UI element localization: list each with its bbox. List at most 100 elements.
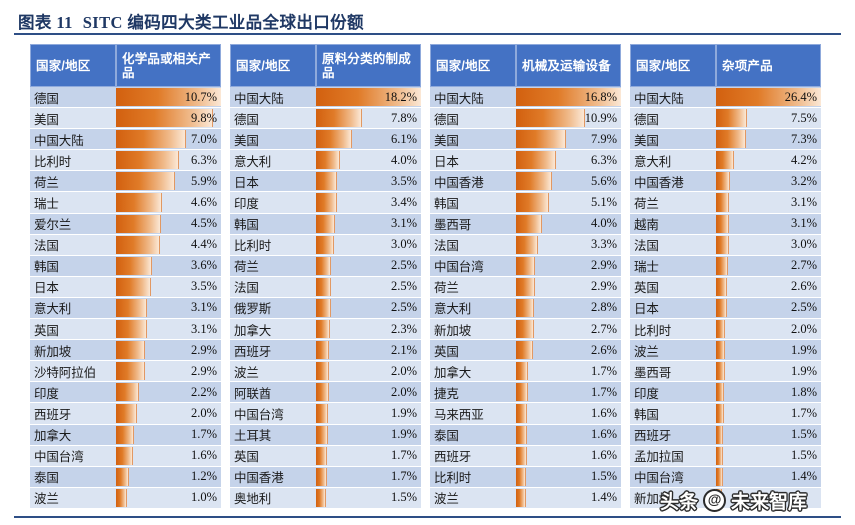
cell-share-value: 1.4% (590, 490, 617, 505)
table-row: 意大利 4.2% (630, 150, 821, 172)
cell-country-name: 奥地利 (230, 487, 316, 509)
cell-country-name: 比利时 (630, 319, 716, 341)
cell-share-value: 1.5% (390, 490, 417, 505)
data-bar (516, 235, 538, 254)
data-bar (516, 467, 527, 486)
table-header-row: 国家/地区 机械及运输设备 (430, 44, 621, 87)
cell-share-bar: 1.4% (716, 466, 821, 488)
cell-country-name: 马来西亚 (430, 403, 516, 425)
table-row: 意大利 4.0% (230, 150, 421, 172)
data-bar (316, 172, 338, 191)
data-bar (316, 298, 332, 318)
cell-share-value: 1.7% (590, 384, 617, 399)
cell-share-bar: 1.6% (116, 445, 221, 467)
cell-share-value: 6.3% (590, 152, 617, 167)
data-bar (316, 425, 328, 444)
cell-country-name: 日本 (230, 171, 316, 193)
data-bar (116, 277, 152, 296)
table-row: 西班牙 2.1% (230, 340, 421, 362)
table-row: 德国 10.9% (430, 108, 621, 130)
table-row: 日本 2.5% (630, 297, 821, 320)
table-block-2: 国家/地区 原料分类的制成品 中国大陆 18.2% 德国 7.8% 美国 6.1% 意大利 4.0… (230, 44, 421, 509)
cell-share-value: 6.1% (390, 131, 417, 146)
data-bar (716, 193, 730, 212)
table-row: 美国 7.3% (630, 129, 821, 151)
data-bar (116, 109, 214, 128)
cell-share-value: 2.9% (190, 342, 217, 357)
table-row: 新加坡 2.7% (430, 319, 621, 341)
data-bar (316, 467, 327, 486)
cell-country-name: 法国 (30, 234, 116, 256)
cell-share-bar: 2.0% (316, 361, 421, 383)
cell-share-bar: 3.3% (516, 234, 621, 256)
data-bar (116, 172, 175, 191)
cell-share-bar: 1.7% (516, 361, 621, 383)
cell-country-name: 日本 (630, 297, 716, 320)
data-bar (116, 320, 148, 339)
cell-share-bar: 1.7% (316, 445, 421, 467)
cell-share-bar: 2.0% (716, 319, 821, 341)
data-bar (716, 88, 821, 107)
title-divider (14, 33, 841, 35)
cell-share-value: 2.3% (390, 321, 417, 336)
cell-share-value: 2.7% (790, 258, 817, 273)
data-bar (316, 193, 337, 212)
cell-country-name: 印度 (630, 382, 716, 404)
cell-country-name: 波兰 (430, 487, 516, 509)
table-row: 荷兰 2.9% (430, 276, 621, 298)
cell-country-name: 新加坡 (630, 487, 716, 509)
cell-country-name: 西班牙 (630, 424, 716, 446)
cell-share-bar: 9.8% (116, 108, 221, 130)
data-bar (316, 151, 341, 170)
column-header-metric: 原料分类的制成品 (316, 44, 421, 87)
cell-share-bar: 4.0% (516, 213, 621, 235)
table-row: 日本 3.5% (30, 276, 221, 298)
column-header-country: 国家/地区 (430, 44, 516, 87)
cell-share-bar: 4.4% (116, 234, 221, 256)
cell-share-value: 4.0% (390, 152, 417, 167)
table-row: 法国 2.5% (230, 276, 421, 298)
cell-country-name: 英国 (630, 276, 716, 298)
table-row: 中国大陆 16.8% (430, 87, 621, 109)
cell-share-value: 3.0% (790, 237, 817, 252)
table-header-row: 国家/地区 杂项产品 (630, 44, 821, 87)
table-row: 英国 3.1% (30, 319, 221, 341)
cell-share-value: 7.0% (190, 131, 217, 146)
table-row: 意大利 3.1% (30, 297, 221, 320)
table-row: 比利时 6.3% (30, 150, 221, 172)
cell-country-name: 法国 (630, 234, 716, 256)
cell-share-value: 10.7% (184, 89, 217, 104)
cell-share-bar: 4.6% (116, 192, 221, 214)
cell-share-value: 1.6% (190, 448, 217, 463)
cell-share-value: 5.9% (190, 173, 217, 188)
data-bar (116, 130, 186, 149)
cell-share-bar: 10.9% (516, 108, 621, 130)
cell-country-name: 西班牙 (230, 340, 316, 362)
table-row: 韩国 3.6% (30, 255, 221, 277)
table-row: 荷兰 2.5% (230, 255, 421, 277)
table-row: 中国大陆 26.4% (630, 87, 821, 109)
cell-share-value: 3.3% (590, 237, 617, 252)
cell-share-bar: 2.3% (316, 319, 421, 341)
data-bar (516, 256, 536, 275)
data-bar (316, 130, 353, 149)
table-row: 印度 1.8% (630, 382, 821, 404)
table-row: 波兰 1.9% (630, 340, 821, 362)
table-row: 加拿大 2.3% (230, 319, 421, 341)
cell-share-value: 3.6% (190, 258, 217, 273)
cell-country-name: 意大利 (30, 297, 116, 320)
cell-country-name: 新加坡 (430, 319, 516, 341)
data-bar (716, 446, 723, 465)
data-bar (316, 383, 329, 402)
cell-country-name: 美国 (630, 129, 716, 151)
data-bar (116, 235, 161, 254)
cell-share-value: 1.7% (190, 427, 217, 442)
cell-share-value: 26.4% (784, 89, 817, 104)
cell-share-bar: 1.7% (516, 382, 621, 404)
column-header-country: 国家/地区 (630, 44, 716, 87)
table-row: 中国大陆 18.2% (230, 87, 421, 109)
cell-country-name: 中国香港 (630, 171, 716, 193)
cell-country-name: 沙特阿拉伯 (30, 361, 116, 383)
cell-share-bar: 2.0% (316, 382, 421, 404)
data-bar (716, 383, 725, 402)
